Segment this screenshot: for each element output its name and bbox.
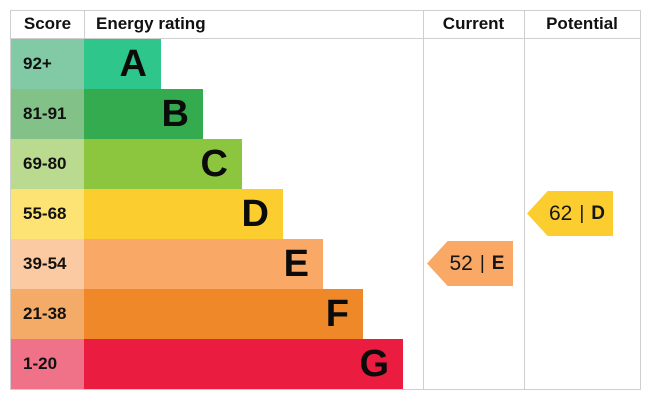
header-score: Score xyxy=(23,14,72,33)
current-rating-marker: 52 | E xyxy=(427,241,513,286)
energy-rating-table: Score Energy rating Current Potential 92… xyxy=(10,10,641,390)
band-score-range: 55-68 xyxy=(11,189,84,239)
band-score-range: 92+ xyxy=(11,39,84,89)
band-letter: C xyxy=(200,143,228,185)
potential-value: 62 xyxy=(548,201,573,225)
current-value: 52 xyxy=(449,251,473,275)
potential-band-letter: D xyxy=(591,202,606,224)
band-row-d: 55-68 D xyxy=(11,189,423,239)
band-row-g: 1-20 G xyxy=(11,339,423,389)
band-row-c: 69-80 C xyxy=(11,139,423,189)
band-bar: A xyxy=(84,39,161,89)
band-row-e: 39-54 E xyxy=(11,239,423,289)
band-letter: E xyxy=(283,243,309,285)
band-score-range: 1-20 xyxy=(11,339,84,389)
current-column-divider xyxy=(423,11,424,389)
band-bar: D xyxy=(84,189,283,239)
band-letter: A xyxy=(119,43,147,85)
band-bar: G xyxy=(84,339,403,389)
band-score-range: 69-80 xyxy=(11,139,84,189)
header-current: Current xyxy=(442,14,505,33)
band-bar: C xyxy=(84,139,242,189)
band-row-b: 81-91 B xyxy=(11,89,423,139)
band-score-range: 39-54 xyxy=(11,239,84,289)
band-letter: D xyxy=(241,193,269,235)
band-score-range: 21-38 xyxy=(11,289,84,339)
current-band-letter: E xyxy=(491,252,505,274)
header-energy-rating: Energy rating xyxy=(96,14,206,33)
band-bar: B xyxy=(84,89,203,139)
potential-column-divider xyxy=(524,11,525,389)
potential-separator: | xyxy=(579,202,585,224)
table-header-row: Score Energy rating Current Potential xyxy=(11,11,640,39)
band-bar: F xyxy=(84,289,363,339)
band-row-a: 92+ A xyxy=(11,39,423,89)
band-bar: E xyxy=(84,239,323,289)
header-potential: Potential xyxy=(546,14,618,33)
band-letter: G xyxy=(359,343,389,385)
band-row-f: 21-38 F xyxy=(11,289,423,339)
band-score-range: 81-91 xyxy=(11,89,84,139)
band-letter: F xyxy=(325,293,349,335)
band-letter: B xyxy=(161,93,189,135)
current-separator: | xyxy=(479,252,485,274)
score-column-divider xyxy=(84,11,85,39)
potential-rating-marker: 62 | D xyxy=(527,191,613,236)
